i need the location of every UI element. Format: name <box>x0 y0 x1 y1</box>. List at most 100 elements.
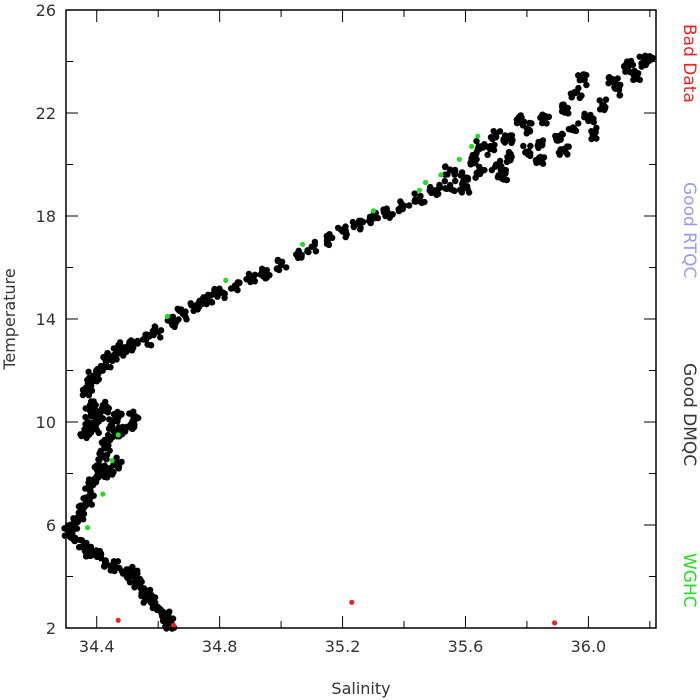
legend-wghc: WGHC <box>679 553 699 608</box>
data-point <box>527 150 534 157</box>
data-point <box>520 142 527 150</box>
data-point <box>641 52 649 59</box>
data-point <box>484 151 491 158</box>
data-point <box>92 407 100 414</box>
data-point <box>500 137 507 145</box>
data-point <box>144 341 151 348</box>
data-point <box>469 143 475 150</box>
data-point <box>433 191 440 198</box>
data-point <box>357 226 364 233</box>
data-point <box>125 575 132 582</box>
data-point <box>473 148 480 155</box>
data-point <box>467 161 474 168</box>
x-tick-label: 34.4 <box>79 637 115 656</box>
data-point <box>157 334 164 341</box>
data-point <box>127 337 135 344</box>
data-point <box>580 71 587 78</box>
data-point <box>86 422 93 429</box>
data-point <box>104 350 112 357</box>
data-point <box>105 425 113 432</box>
data-point <box>91 463 99 471</box>
y-tick-label: 2 <box>46 619 56 638</box>
data-point <box>113 454 120 461</box>
data-point <box>446 184 454 191</box>
data-point <box>612 81 620 89</box>
data-point <box>458 189 466 196</box>
data-point <box>500 174 507 181</box>
data-point <box>182 313 189 320</box>
data-point <box>416 198 424 205</box>
data-point <box>578 92 585 99</box>
data-point <box>130 414 137 422</box>
data-point <box>356 217 363 224</box>
data-point <box>118 411 125 418</box>
data-point <box>411 190 418 197</box>
data-point <box>614 75 621 82</box>
data-point <box>527 142 534 150</box>
data-point <box>115 617 121 623</box>
data-point <box>80 516 87 523</box>
data-point <box>96 547 104 555</box>
data-point <box>605 80 612 87</box>
data-point <box>559 131 566 138</box>
data-point <box>518 114 525 121</box>
data-point <box>596 97 603 104</box>
data-point <box>564 104 571 112</box>
data-point <box>539 160 547 167</box>
data-point <box>175 316 182 323</box>
data-point <box>416 187 422 193</box>
data-point <box>535 141 542 148</box>
data-point <box>149 330 157 337</box>
data-point <box>406 202 413 209</box>
data-point <box>476 165 484 173</box>
data-point <box>636 76 643 84</box>
data-point <box>533 159 540 166</box>
data-point <box>438 172 444 178</box>
data-point <box>105 356 113 363</box>
data-point <box>108 467 116 475</box>
data-point <box>110 345 118 352</box>
x-tick-labels: 34.4 34.8 35.2 35.6 36.0 <box>79 637 606 656</box>
data-point <box>103 474 111 481</box>
data-point <box>169 615 177 622</box>
data-point <box>99 415 106 422</box>
data-point <box>131 574 139 582</box>
data-point <box>508 139 515 146</box>
data-point <box>82 384 90 391</box>
data-point <box>75 544 83 551</box>
data-point <box>128 347 136 354</box>
data-point <box>107 364 114 371</box>
data-point <box>337 226 345 234</box>
series-good-dmqc <box>61 52 657 632</box>
data-point <box>502 166 509 174</box>
data-point <box>86 374 93 381</box>
data-point <box>598 105 606 112</box>
data-point <box>508 132 516 139</box>
data-point <box>622 68 629 75</box>
data-point <box>88 501 96 508</box>
data-point <box>115 463 123 470</box>
data-point <box>119 570 127 577</box>
data-point <box>147 598 154 605</box>
data-point <box>489 143 497 150</box>
data-point <box>84 525 91 531</box>
legend-good-dmqc: Good DMQC <box>679 363 699 466</box>
data-point <box>323 240 331 247</box>
data-point <box>644 59 651 66</box>
data-point <box>223 277 229 283</box>
legend-good-rtqc: Good RTQC <box>679 182 699 278</box>
data-point <box>140 593 148 600</box>
data-point <box>563 143 571 150</box>
data-point <box>545 113 553 121</box>
data-point <box>134 340 141 347</box>
data-point <box>102 363 109 370</box>
data-point <box>382 212 389 220</box>
data-point <box>82 543 89 550</box>
data-point <box>398 200 405 208</box>
data-point <box>581 114 588 121</box>
data-point <box>616 92 624 99</box>
data-point <box>152 323 159 331</box>
data-point <box>575 72 582 79</box>
data-point <box>234 286 241 294</box>
data-point <box>234 279 242 286</box>
